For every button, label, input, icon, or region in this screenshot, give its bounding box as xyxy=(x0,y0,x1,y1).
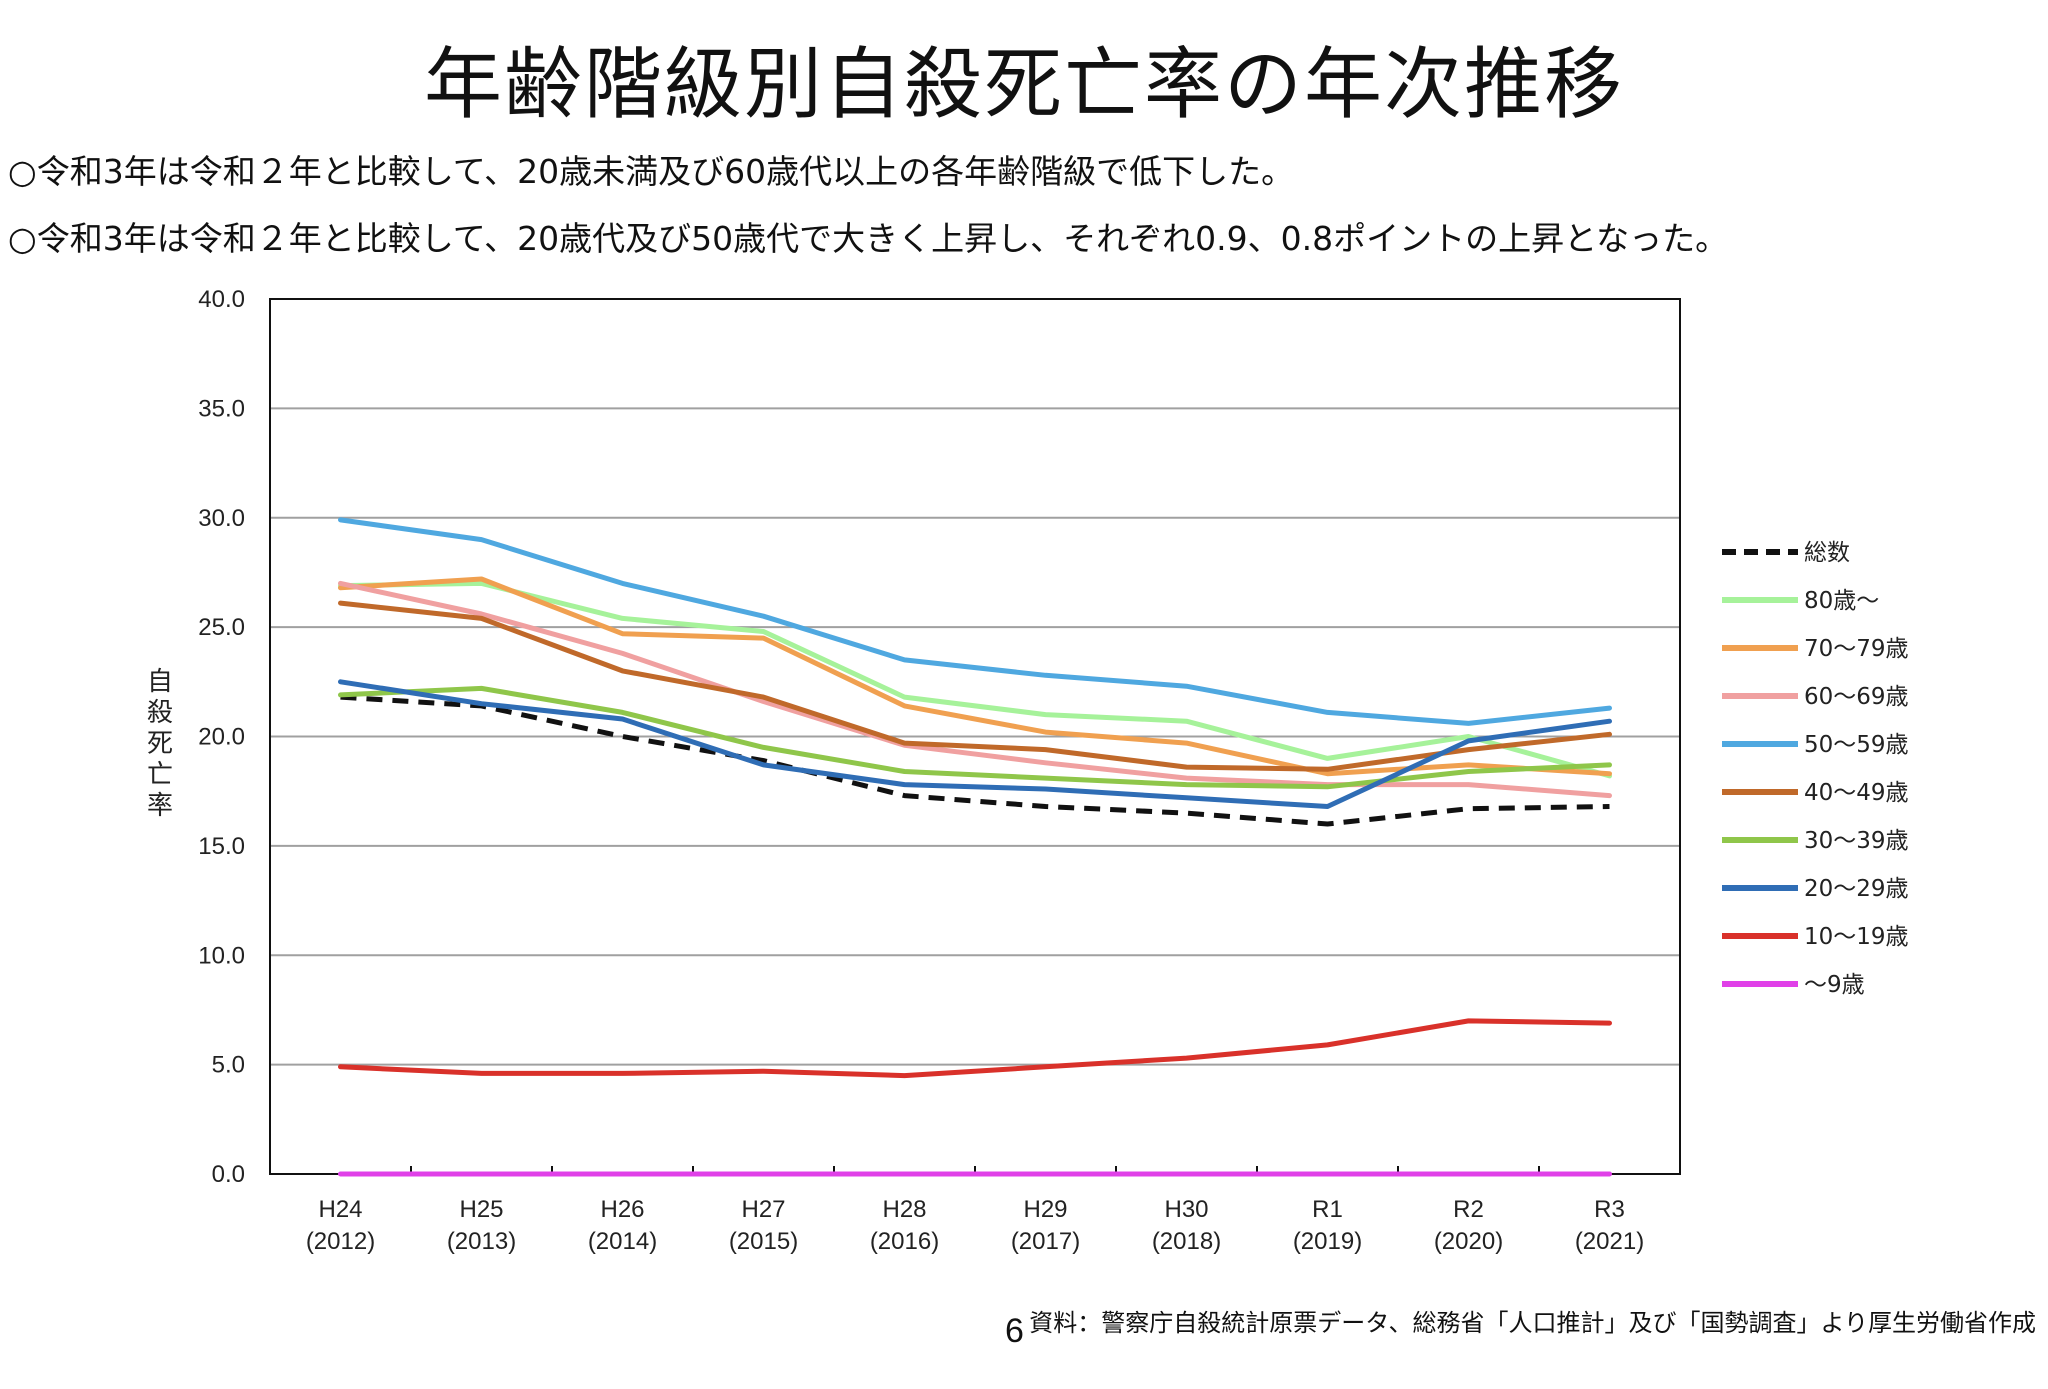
x-tick-label-year: (2015) xyxy=(729,1228,798,1255)
source-note: 資料：警察庁自殺統計原票データ、総務省「人口推計」及び「国勢調査」より厚生労働省… xyxy=(1029,1309,2036,1337)
x-tick-label: H27 xyxy=(741,1196,785,1223)
page-title: 年齢階級別自殺死亡率の年次推移 xyxy=(423,40,1624,130)
x-tick-label: H25 xyxy=(459,1196,503,1223)
y-tick-label: 25.0 xyxy=(198,614,245,641)
legend-label: 30～39歳 xyxy=(1804,828,1909,854)
legend-label: 60～69歳 xyxy=(1804,684,1909,710)
x-tick-label-year: (2017) xyxy=(1011,1228,1080,1255)
x-tick-label: H24 xyxy=(318,1196,362,1223)
legend-label: 10～19歳 xyxy=(1804,924,1909,950)
series-line xyxy=(338,517,1612,726)
x-tick-label: H28 xyxy=(882,1196,926,1223)
page-number: 6 xyxy=(1005,1312,1024,1350)
x-tick-label: H30 xyxy=(1164,1196,1208,1223)
x-tick-label-year: (2014) xyxy=(588,1228,657,1255)
x-tick-label-year: (2018) xyxy=(1152,1228,1221,1255)
legend-label: 総数 xyxy=(1804,540,1850,566)
y-axis-label-char: 率 xyxy=(147,791,173,821)
series-line xyxy=(338,580,1612,779)
legend-label: 40～49歳 xyxy=(1804,780,1909,806)
y-axis-label-char: 殺 xyxy=(147,698,173,728)
series-line xyxy=(338,576,1612,777)
x-tick-label-year: (2020) xyxy=(1434,1228,1503,1255)
series-line xyxy=(338,1018,1612,1079)
y-axis-label-char: 自 xyxy=(147,667,173,697)
summary-note-2: ○令和3年は令和２年と比較して、20歳代及び50歳代で大きく上昇し、それぞれ0.… xyxy=(8,219,1729,258)
legend-label: 20～29歳 xyxy=(1804,876,1909,902)
series-line xyxy=(338,685,1612,790)
legend-label: 50～59歳 xyxy=(1804,732,1909,758)
y-axis-label-char: 死 xyxy=(147,729,173,759)
series-line xyxy=(338,580,1612,799)
legend-label: 70～79歳 xyxy=(1804,636,1909,662)
x-tick-label-year: (2021) xyxy=(1575,1228,1644,1255)
x-tick-label-year: (2012) xyxy=(306,1228,375,1255)
legend-label: 80歳～ xyxy=(1804,588,1879,614)
y-tick-label: 10.0 xyxy=(198,942,245,969)
y-tick-label: 30.0 xyxy=(198,505,245,532)
x-tick-label-year: (2013) xyxy=(447,1228,516,1255)
y-tick-label: 0.0 xyxy=(212,1161,245,1188)
y-axis-label-char: 亡 xyxy=(147,760,173,790)
y-tick-label: 40.0 xyxy=(198,286,245,313)
legend-label: ～9歳 xyxy=(1804,972,1865,998)
x-tick-label: R3 xyxy=(1594,1196,1625,1223)
x-tick-label-year: (2019) xyxy=(1293,1228,1362,1255)
series-line xyxy=(338,600,1612,772)
x-tick-label: H29 xyxy=(1023,1196,1067,1223)
series-line xyxy=(338,679,1612,809)
summary-note-1: ○令和3年は令和２年と比較して、20歳未満及び60歳代以上の各年齢階級で低下した… xyxy=(8,152,1295,191)
x-tick-label: R2 xyxy=(1453,1196,1484,1223)
x-tick-label-year: (2016) xyxy=(870,1228,939,1255)
x-tick-label: R1 xyxy=(1312,1196,1343,1223)
series-line xyxy=(340,694,1610,827)
y-tick-label: 35.0 xyxy=(198,395,245,422)
y-tick-label: 5.0 xyxy=(212,1052,245,1079)
y-tick-label: 15.0 xyxy=(198,833,245,860)
x-tick-label: H26 xyxy=(600,1196,644,1223)
y-tick-label: 20.0 xyxy=(198,724,245,751)
